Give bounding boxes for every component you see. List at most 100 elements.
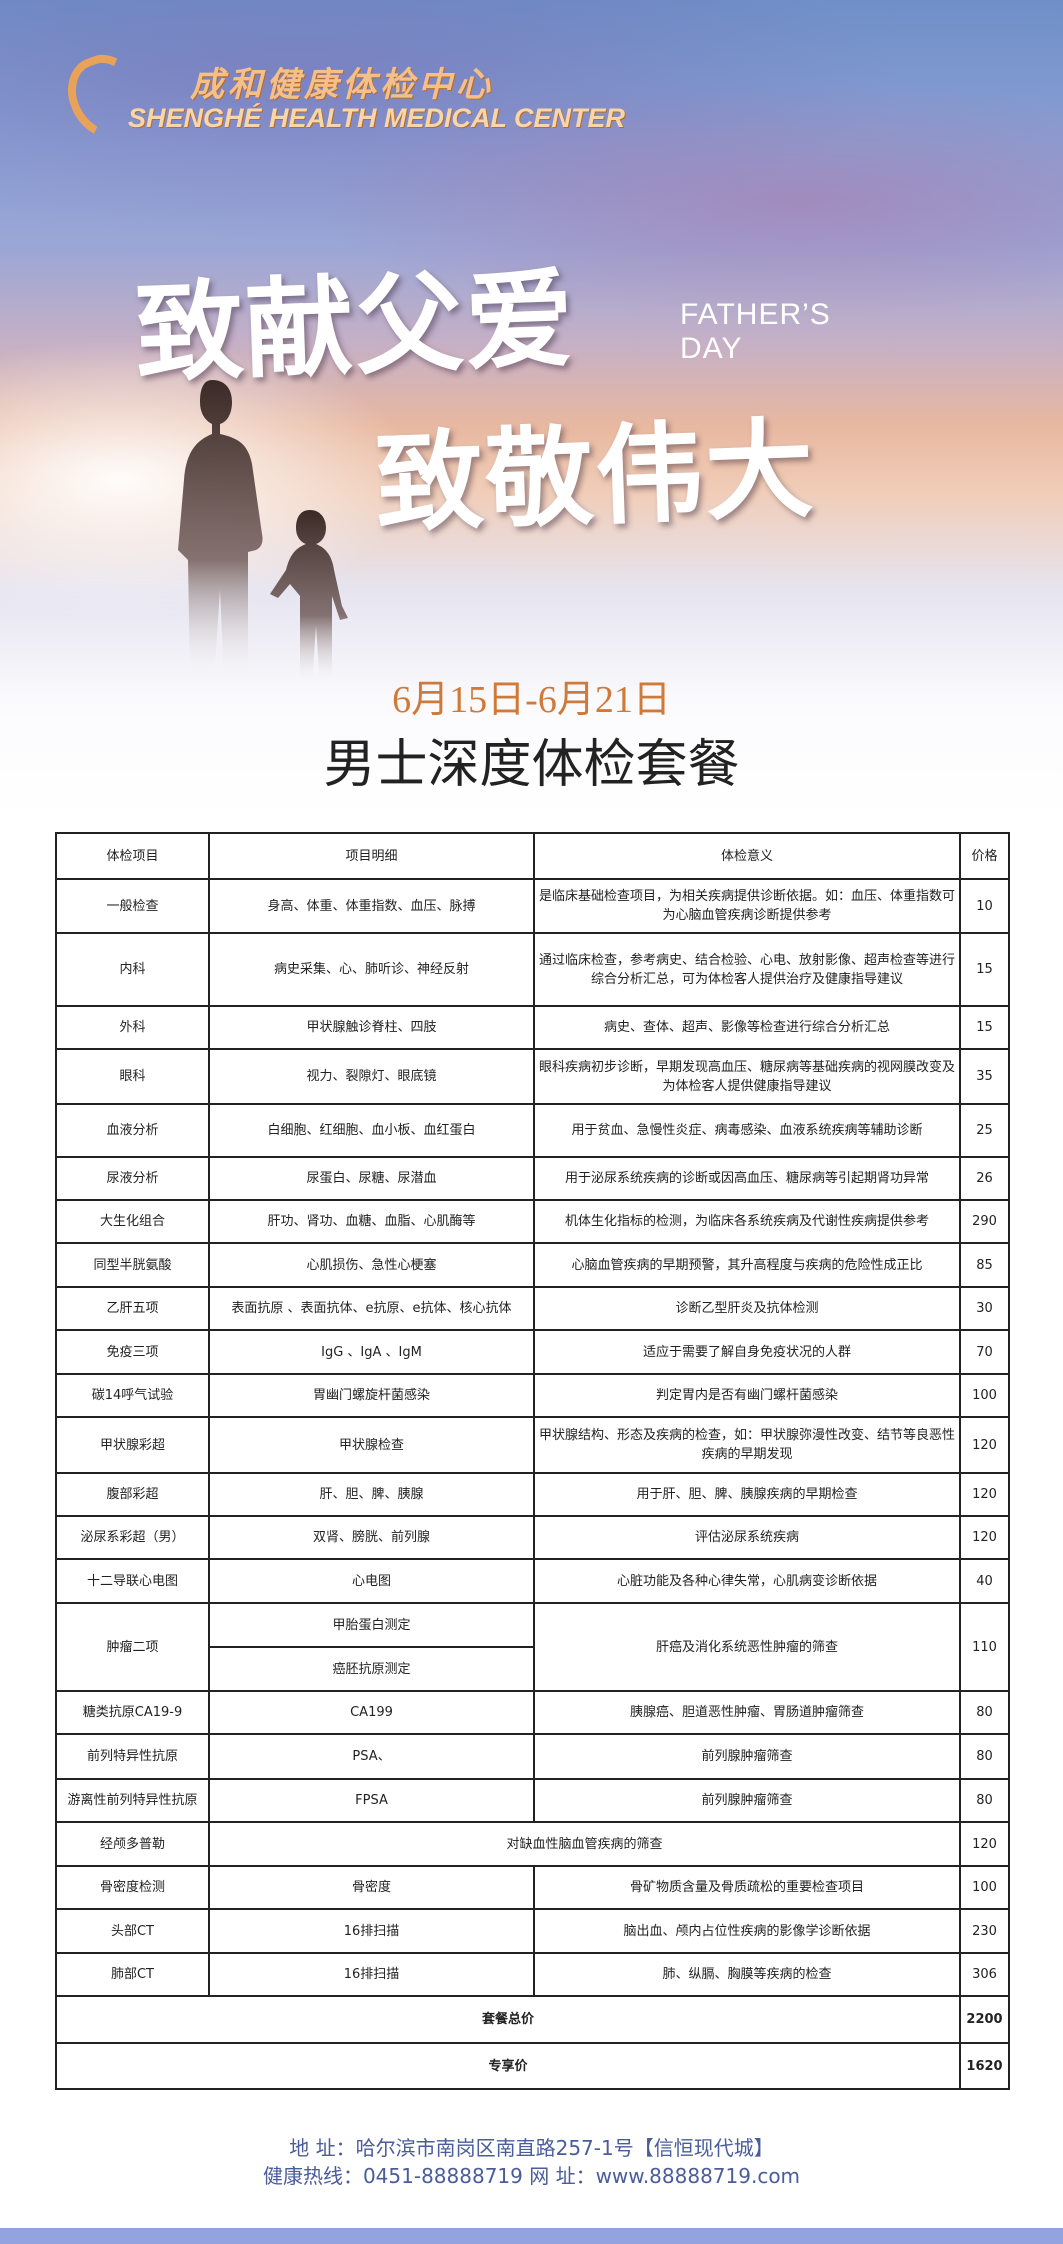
- cell-detail: IgG 、IgA 、IgM: [208, 1329, 535, 1375]
- cell-detail: 肝功、肾功、血糖、血脂、心肌酶等: [208, 1199, 535, 1244]
- table-row: 一般检查 身高、体重、体重指数、血压、脉搏 是临床基础检查项目，为相关疾病提供诊断依…: [55, 878, 1010, 934]
- cell-meaning: 机体生化指标的检测，为临床各系统疾病及代谢性疾病提供参考: [533, 1199, 961, 1244]
- cell-item: 大生化组合: [55, 1199, 210, 1244]
- table-row: 游离性前列特异性抗原 FPSA 前列腺肿瘤筛查 80: [55, 1778, 1010, 1823]
- cell-price: 120: [959, 1472, 1010, 1517]
- cell-detail: 白细胞、红细胞、血小板、血红蛋白: [208, 1103, 535, 1158]
- cell-item: 外科: [55, 1005, 210, 1050]
- table-row: 泌尿系彩超（男） 双肾、膀胱、前列腺 评估泌尿系统疾病 120: [55, 1515, 1010, 1560]
- table-row: 同型半胱氨酸 心肌损伤、急性心梗塞 心脑血管疾病的早期预警，其升高程度与疾病的危险性…: [55, 1242, 1010, 1288]
- slogan-line-1: 致献父爱: [133, 257, 578, 398]
- cell-detail: 病史采集、心、肺听诊、神经反射: [208, 932, 535, 1007]
- cell-meaning: 用于肝、胆、脾、胰腺疾病的早期检查: [533, 1472, 961, 1517]
- cell-detail: 心电图: [208, 1558, 535, 1604]
- cell-item: 前列特异性抗原: [55, 1733, 210, 1780]
- table-row: 外科 甲状腺触诊脊柱、四肢 病史、查体、超声、影像等检查进行综合分析汇总 15: [55, 1005, 1010, 1050]
- cell-item: 内科: [55, 932, 210, 1007]
- total-price-row: 套餐总价 2200: [55, 1995, 1010, 2044]
- cell-detail: 16排扫描: [208, 1952, 535, 1997]
- father-child-silhouette-icon: [178, 380, 348, 680]
- cell-meaning: 病史、查体、超声、影像等检查进行综合分析汇总: [533, 1005, 961, 1050]
- cell-price: 85: [959, 1242, 1010, 1288]
- cell-meaning: 诊断乙型肝炎及抗体检测: [533, 1286, 961, 1331]
- cell-item: 泌尿系彩超（男）: [55, 1515, 210, 1560]
- cell-detail: 甲状腺触诊脊柱、四肢: [208, 1005, 535, 1050]
- total-label: 专享价: [55, 2042, 961, 2090]
- cell-meaning: 评估泌尿系统疾病: [533, 1515, 961, 1560]
- table-row: 经颅多普勒 对缺血性脑血管疾病的筛查 120: [55, 1821, 1010, 1867]
- cell-price: 35: [959, 1048, 1010, 1105]
- cell-price: 306: [959, 1952, 1010, 1997]
- special-price-row: 专享价 1620: [55, 2042, 1010, 2090]
- cell-meaning: 是临床基础检查项目，为相关疾病提供诊断依据。如：血压、体重指数可为心脑血管疾病诊…: [533, 878, 961, 934]
- cell-item: 腹部彩超: [55, 1472, 210, 1517]
- cell-detail: 表面抗原 、表面抗体、e抗原、e抗体、核心抗体: [208, 1286, 535, 1331]
- cell-item: 乙肝五项: [55, 1286, 210, 1331]
- cell-price: 15: [959, 1005, 1010, 1050]
- cell-price: 80: [959, 1778, 1010, 1823]
- table-row: 内科 病史采集、心、肺听诊、神经反射 通过临床检查，参考病史、结合检验、心电、放射影…: [55, 932, 1010, 1007]
- cell-item: 一般检查: [55, 878, 210, 934]
- cell-price: 70: [959, 1329, 1010, 1375]
- cell-item: 免疫三项: [55, 1329, 210, 1375]
- fathers-day-tag: FATHER’S DAY: [680, 298, 831, 366]
- table-row: 尿液分析 尿蛋白、尿糖、尿潜血 用于泌尿系统疾病的诊断或因高血压、糖尿病等引起期肾功…: [55, 1156, 1010, 1201]
- cell-item: 肿瘤二项: [55, 1602, 210, 1692]
- table-row: 骨密度检测 骨密度 骨矿物质含量及骨质疏松的重要检查项目 100: [55, 1865, 1010, 1910]
- package-table: 体检项目 项目明细 体检意义 价格 一般检查 身高、体重、体重指数、血压、脉搏 是临床基础检…: [55, 832, 1010, 2090]
- cell-meaning: 心脑血管疾病的早期预警，其升高程度与疾病的危险性成正比: [533, 1242, 961, 1288]
- cell-detail: 甲胎蛋白测定: [208, 1602, 535, 1648]
- table-row: 十二导联心电图 心电图 心脏功能及各种心律失常，心肌病变诊断依据 40: [55, 1558, 1010, 1604]
- cell-detail: 甲状腺检查: [208, 1416, 535, 1474]
- cell-price: 100: [959, 1373, 1010, 1418]
- cell-detail: FPSA: [208, 1778, 535, 1823]
- cell-price: 40: [959, 1558, 1010, 1604]
- cell-meaning: 胰腺癌、胆道恶性肿瘤、胃肠道肿瘤筛查: [533, 1690, 961, 1735]
- header-item: 体检项目: [55, 832, 210, 880]
- cell-detail: 肝、胆、脾、胰腺: [208, 1472, 535, 1517]
- table-row: 眼科 视力、裂隙灯、眼底镜 眼科疾病初步诊断，早期发现高血压、糖尿病等基础疾病的视网…: [55, 1048, 1010, 1105]
- cell-price: 120: [959, 1515, 1010, 1560]
- table-row: 乙肝五项 表面抗原 、表面抗体、e抗原、e抗体、核心抗体 诊断乙型肝炎及抗体检测 30: [55, 1286, 1010, 1331]
- logo-en: SHENGHÉ HEALTH MEDICAL CENTER: [128, 103, 626, 133]
- cell-meaning: 甲状腺结构、形态及疾病的检查，如：甲状腺弥漫性改变、结节等良恶性疾病的早期发现: [533, 1416, 961, 1474]
- table-row: 糖类抗原CA19-9 CA199 胰腺癌、胆道恶性肿瘤、胃肠道肿瘤筛查 80: [55, 1690, 1010, 1735]
- total-label: 套餐总价: [55, 1995, 961, 2044]
- cell-meaning: 骨矿物质含量及骨质疏松的重要检查项目: [533, 1865, 961, 1910]
- cell-detail: 身高、体重、体重指数、血压、脉搏: [208, 878, 535, 934]
- footer-hotline: 健康热线：0451-88888719 网 址：www.88888719.com: [262, 2164, 801, 2188]
- cell-meaning: 肝癌及消化系统恶性肿瘤的筛查: [533, 1602, 961, 1692]
- cell-item: 眼科: [55, 1048, 210, 1105]
- cell-detail: 心肌损伤、急性心梗塞: [208, 1242, 535, 1288]
- table-row: 腹部彩超 肝、胆、脾、胰腺 用于肝、胆、脾、胰腺疾病的早期检查 120: [55, 1472, 1010, 1517]
- table-row: 大生化组合 肝功、肾功、血糖、血脂、心肌酶等 机体生化指标的检测，为临床各系统疾病及…: [55, 1199, 1010, 1244]
- cell-price: 15: [959, 932, 1010, 1007]
- cell-detail: 胃幽门螺旋杆菌感染: [208, 1373, 535, 1418]
- cell-meaning: 脑出血、颅内占位性疾病的影像学诊断依据: [533, 1908, 961, 1954]
- cell-meaning: 眼科疾病初步诊断，早期发现高血压、糖尿病等基础疾病的视网膜改变及为体检客人提供健…: [533, 1048, 961, 1105]
- cell-meaning: 用于泌尿系统疾病的诊断或因高血压、糖尿病等引起期肾功异常: [533, 1156, 961, 1201]
- cell-price: 120: [959, 1821, 1010, 1867]
- cell-price: 290: [959, 1199, 1010, 1244]
- cell-meaning: 前列腺肿瘤筛查: [533, 1733, 961, 1780]
- total-price: 1620: [959, 2042, 1010, 2090]
- cell-detail: PSA、: [208, 1733, 535, 1780]
- cell-price: 80: [959, 1690, 1010, 1735]
- table-row: 肺部CT 16排扫描 肺、纵膈、胸膜等疾病的检查 306: [55, 1952, 1010, 1997]
- cell-detail: CA199: [208, 1690, 535, 1735]
- table-row: 癌胚抗原测定: [56, 1646, 1009, 1692]
- cell-price: 110: [959, 1602, 1010, 1692]
- cell-item: 同型半胱氨酸: [55, 1242, 210, 1288]
- cell-meaning: 判定胃内是否有幽门螺杆菌感染: [533, 1373, 961, 1418]
- logo: 成和健康体检中心 SHENGHÉ HEALTH MEDICAL CENTER: [57, 45, 625, 150]
- header-detail: 项目明细: [208, 832, 535, 880]
- total-price: 2200: [959, 1995, 1010, 2044]
- cell-detail: 双肾、膀胱、前列腺: [208, 1515, 535, 1560]
- bottom-band: [0, 2228, 1063, 2244]
- cell-item: 经颅多普勒: [55, 1821, 210, 1867]
- cell-item: 血液分析: [55, 1103, 210, 1158]
- cell-price: 30: [959, 1286, 1010, 1331]
- cell-price: 100: [959, 1865, 1010, 1910]
- table-row: 碳14呼气试验 胃幽门螺旋杆菌感染 判定胃内是否有幽门螺杆菌感染 100: [55, 1373, 1010, 1418]
- cell-price: 10: [959, 878, 1010, 934]
